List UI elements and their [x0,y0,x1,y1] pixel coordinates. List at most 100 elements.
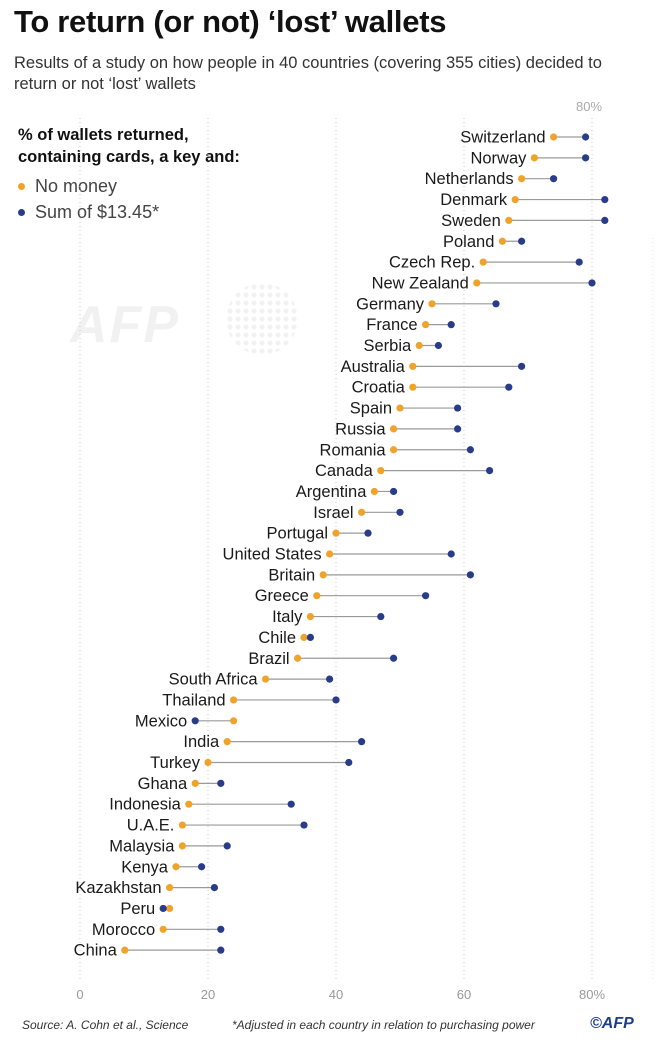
country-label: Italy [272,608,303,626]
money-point [582,154,590,162]
money-point [364,529,372,537]
money-point [377,612,385,621]
money-point [492,300,500,308]
no-money-point [313,592,321,600]
legend-label-no-money: No money [35,175,118,196]
no-money-point [230,717,238,725]
money-point [217,946,225,954]
money-point [326,675,334,683]
no-money-point [332,529,340,537]
country-label: United States [223,546,322,564]
country-label: Mexico [135,712,187,730]
country-label: South Africa [169,671,259,689]
no-money-point [326,550,334,558]
country-label: Canada [315,462,374,480]
no-money-point [409,383,417,391]
country-label: Argentina [296,483,367,501]
money-point [575,258,583,266]
blue-dot-icon [18,208,25,216]
country-label: Spain [350,400,392,418]
no-money-point [306,612,314,621]
country-label: Chile [258,629,296,647]
no-money-point [390,446,398,454]
country-label: Kazakhstan [75,879,161,897]
money-point [210,884,218,892]
country-label: Netherlands [425,170,514,188]
money-point [159,904,167,913]
legend-item-money: Sum of $13.45* [18,202,348,222]
no-money-point [396,404,404,412]
footer: Source: A. Cohn et al., Science *Adjuste… [0,1015,667,1037]
no-money-point [505,216,513,224]
no-money-point [358,508,366,516]
no-money-point [370,487,378,496]
country-label: Poland [443,233,494,251]
money-point [287,800,295,808]
no-money-point [166,884,174,892]
country-label: Switzerland [460,129,545,147]
afp-watermark: AFP [70,296,180,354]
x-tick-label-1: 20 [201,987,215,1002]
money-point [300,821,308,829]
no-money-point [294,654,302,662]
no-money-point [422,321,430,329]
money-point [345,758,353,767]
legend-title-line-2: containing cards, a key and: [18,148,240,166]
country-label: China [74,942,118,960]
money-point [358,738,366,746]
legend: % of wallets returned, containing cards,… [18,124,348,222]
no-money-point [262,675,270,683]
money-point [518,237,526,245]
no-money-point [204,758,212,767]
country-label: New Zealand [372,274,469,292]
money-point [447,550,455,558]
afp-logo: ©AFP [590,1015,634,1032]
country-label: Peru [120,900,155,918]
money-point [588,279,596,287]
no-money-point [166,904,174,913]
country-label: Romania [320,441,387,459]
orange-dot-icon [18,182,25,190]
x-tick-label-3: 60 [457,987,471,1002]
legend-label-money: Sum of $13.45* [35,201,160,222]
country-label: Greece [255,587,309,605]
top-tick-label: 80% [576,99,603,114]
money-point [332,696,340,704]
country-label: Kenya [121,858,169,876]
money-point [217,925,225,933]
country-label: India [183,733,220,751]
money-point [390,654,398,662]
country-label: Sweden [441,212,501,230]
afp-watermark-ball-icon [226,283,298,355]
no-money-point [473,279,481,287]
no-money-point [409,362,417,370]
money-point [454,425,462,433]
country-label: Germany [356,295,425,313]
no-money-point [178,821,186,829]
no-money-point [518,175,526,183]
money-point [396,508,404,516]
money-point [518,362,526,370]
no-money-point [377,467,385,475]
country-label: France [366,316,417,334]
money-point [454,404,462,412]
money-point [390,487,398,496]
money-point [198,863,206,871]
money-point [447,321,455,329]
no-money-point [498,237,506,245]
money-point [191,717,199,725]
no-money-point [550,133,558,141]
country-label: Israel [313,504,353,522]
no-money-point [223,738,231,746]
money-point [486,467,494,475]
country-label: Australia [341,358,406,376]
x-tick-label-2: 40 [329,987,343,1002]
country-label: Britain [268,566,315,584]
country-label: Thailand [162,691,225,709]
legend-item-no-money: No money [18,176,348,196]
source-note: Source: A. Cohn et al., Science [22,1018,189,1032]
no-money-point [185,800,193,808]
country-label: Malaysia [109,837,175,855]
money-point [466,571,474,579]
country-label: Portugal [267,525,328,543]
